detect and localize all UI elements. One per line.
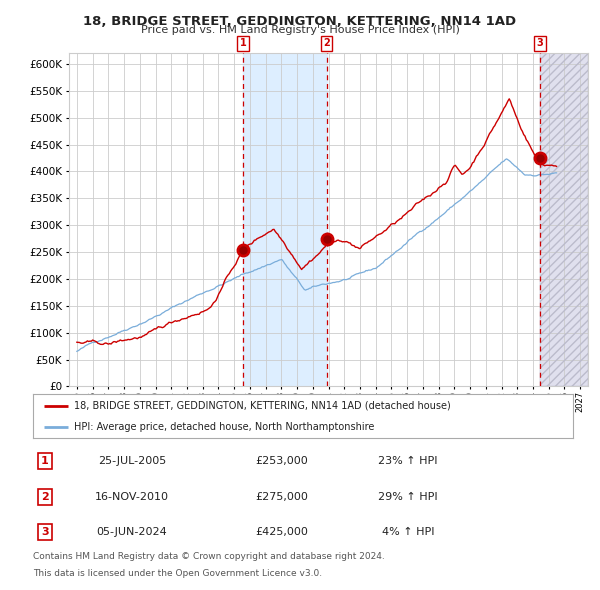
Text: 18, BRIDGE STREET, GEDDINGTON, KETTERING, NN14 1AD: 18, BRIDGE STREET, GEDDINGTON, KETTERING… (83, 15, 517, 28)
Bar (243, 53, 326, 386)
Text: 23% ↑ HPI: 23% ↑ HPI (378, 457, 438, 466)
Text: 16-NOV-2010: 16-NOV-2010 (95, 492, 169, 502)
Text: 25-JUL-2005: 25-JUL-2005 (98, 457, 166, 466)
Text: Price paid vs. HM Land Registry's House Price Index (HPI): Price paid vs. HM Land Registry's House … (140, 25, 460, 35)
Text: HPI: Average price, detached house, North Northamptonshire: HPI: Average price, detached house, Nort… (74, 422, 374, 432)
Text: £253,000: £253,000 (256, 457, 308, 466)
Text: 3: 3 (536, 38, 543, 48)
Text: £275,000: £275,000 (256, 492, 308, 502)
Bar (540, 53, 588, 386)
Text: 4% ↑ HPI: 4% ↑ HPI (382, 527, 434, 537)
Text: 05-JUN-2024: 05-JUN-2024 (97, 527, 167, 537)
Text: 3: 3 (41, 527, 49, 537)
Bar (540, 53, 588, 386)
Text: 2: 2 (323, 38, 330, 48)
Text: This data is licensed under the Open Government Licence v3.0.: This data is licensed under the Open Gov… (33, 569, 322, 578)
Text: Contains HM Land Registry data © Crown copyright and database right 2024.: Contains HM Land Registry data © Crown c… (33, 552, 385, 562)
Text: 1: 1 (239, 38, 247, 48)
Text: £425,000: £425,000 (256, 527, 308, 537)
Text: 18, BRIDGE STREET, GEDDINGTON, KETTERING, NN14 1AD (detached house): 18, BRIDGE STREET, GEDDINGTON, KETTERING… (74, 401, 450, 411)
Text: 29% ↑ HPI: 29% ↑ HPI (378, 492, 438, 502)
Text: 2: 2 (41, 492, 49, 502)
Text: 1: 1 (41, 457, 49, 466)
